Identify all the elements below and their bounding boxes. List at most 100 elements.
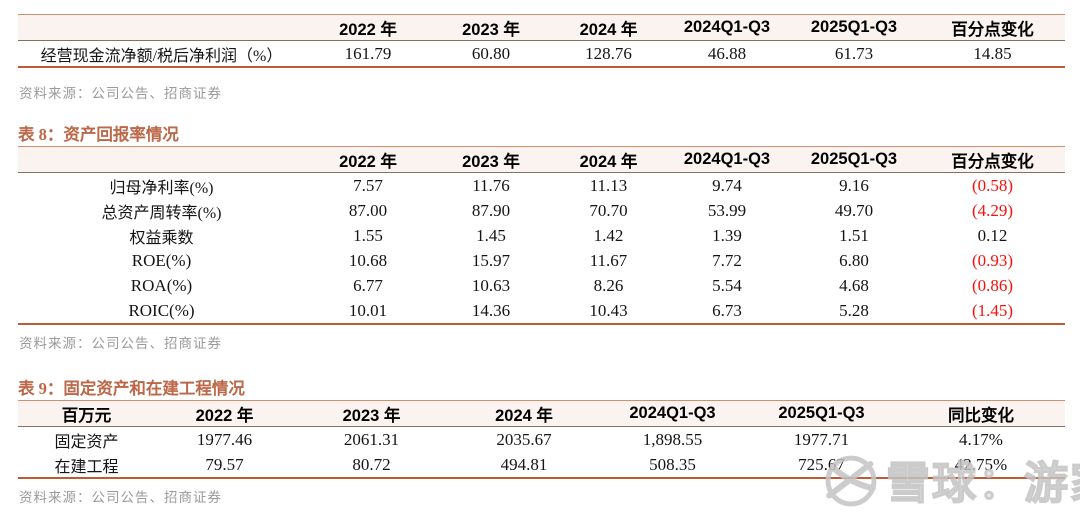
table-header-row: 2022 年 2023 年 2024 年 2024Q1-Q3 2025Q1-Q3…	[18, 146, 1065, 173]
cell: 6.80	[839, 250, 869, 270]
cell: 11.76	[472, 175, 510, 195]
column-header-yoy-change: 同比变化	[897, 400, 1065, 427]
row-label: 经营现金流净额/税后净利润（%）	[40, 47, 283, 65]
cell: 7.57	[353, 175, 383, 195]
cell: 80.72	[352, 454, 391, 474]
table-header-row: 百万元 2022 年 2023 年 2024 年 2024Q1-Q3 2025Q…	[18, 400, 1065, 427]
table9-title: 表 9：固定资产和在建工程情况	[18, 379, 245, 398]
cell: 494.81	[500, 454, 548, 474]
cell: 5.28	[839, 300, 869, 320]
cell: 2035.67	[496, 429, 552, 449]
watermark-text: 雪球：游家训	[885, 458, 1080, 509]
xueqiu-watermark: 雪球：游家训	[822, 452, 1080, 515]
cell: 1.39	[712, 225, 742, 245]
cell: 10.68	[348, 250, 388, 270]
cell: 49.70	[834, 200, 874, 220]
cell: 0.12	[977, 225, 1008, 245]
column-header-2024: 2024 年	[551, 146, 666, 173]
column-header-unit: 百万元	[18, 400, 155, 427]
cell-negative: (1.45)	[971, 300, 1014, 320]
table-row-construction-in-progress: 在建工程 79.57 80.72 494.81 508.35 725.67 42…	[18, 452, 1065, 478]
column-header-2023: 2023 年	[294, 400, 449, 427]
column-header-2024q1q3: 2024Q1-Q3	[599, 400, 746, 427]
table-row-fixed-assets: 固定资产 1977.46 2061.31 2035.67 1,898.55 19…	[18, 427, 1065, 453]
column-header-pp-change: 百分点变化	[920, 146, 1065, 173]
column-header-2024: 2024 年	[551, 14, 666, 41]
column-header	[18, 146, 305, 173]
cell: 10.43	[589, 300, 628, 320]
cell-negative: (0.86)	[971, 275, 1014, 295]
column-header-2023: 2023 年	[431, 146, 551, 173]
cell: 11.13	[589, 175, 628, 195]
column-header-2025q1q3: 2025Q1-Q3	[788, 146, 920, 173]
cell: 8.26	[593, 275, 624, 295]
table-row-roe: ROE(%) 10.68 15.97 11.67 7.72 6.80 (0.93…	[18, 248, 1065, 273]
cell: 46.88	[707, 43, 747, 63]
cell: 161.79	[344, 43, 392, 63]
cell: 42.75%	[954, 454, 1008, 474]
cell: 87.00	[348, 200, 388, 220]
row-label: ROA(%)	[130, 275, 193, 295]
cell: 1,898.55	[642, 429, 703, 449]
column-header-2022: 2022 年	[305, 14, 431, 41]
table-row-net-margin: 归母净利率(%) 7.57 11.76 11.13 9.74 9.16 (0.5…	[18, 173, 1065, 199]
table-row-asset-turnover: 总资产周转率(%) 87.00 87.90 70.70 53.99 49.70 …	[18, 198, 1065, 223]
row-label: 固定资产	[54, 433, 119, 451]
cell-negative: (0.93)	[971, 250, 1014, 270]
cell: 11.67	[589, 250, 628, 270]
cell: 9.16	[839, 175, 869, 195]
cell: 2061.31	[343, 429, 400, 449]
row-label: ROE(%)	[131, 250, 192, 270]
cell: 61.73	[834, 43, 874, 63]
row-label: 总资产周转率(%)	[101, 204, 222, 222]
cell-negative: (0.58)	[971, 175, 1014, 195]
cell: 4.17%	[959, 429, 1003, 449]
cell: 1.55	[353, 225, 383, 245]
cell: 60.80	[471, 43, 511, 63]
cell: 4.68	[839, 275, 869, 295]
cell: 6.73	[712, 300, 742, 320]
cell: 7.72	[712, 250, 742, 270]
table-header-row: 2022 年 2023 年 2024 年 2024Q1-Q3 2025Q1-Q3…	[18, 14, 1065, 41]
asset-return-table: 2022 年 2023 年 2024 年 2024Q1-Q3 2025Q1-Q3…	[18, 146, 1065, 325]
column-header-2025q1q3: 2025Q1-Q3	[746, 400, 897, 427]
cell-negative: (4.29)	[971, 200, 1014, 220]
cell: 508.35	[649, 454, 696, 474]
cell: 1977.46	[196, 429, 253, 449]
row-label: 归母净利率(%)	[109, 179, 214, 197]
cell: 14.85	[973, 43, 1012, 63]
column-header-2022: 2022 年	[155, 400, 294, 427]
table-row-equity-multiplier: 权益乘数 1.55 1.45 1.42 1.39 1.51 0.12	[18, 223, 1065, 248]
cell: 1977.71	[793, 429, 850, 449]
column-header	[18, 14, 305, 41]
cell: 87.90	[471, 200, 511, 220]
fixed-assets-table: 百万元 2022 年 2023 年 2024 年 2024Q1-Q3 2025Q…	[18, 400, 1065, 479]
table-row-roic: ROIC(%) 10.01 14.36 10.43 6.73 5.28 (1.4…	[18, 298, 1065, 324]
table-row-roa: ROA(%) 6.77 10.63 8.26 5.54 4.68 (0.86)	[18, 273, 1065, 298]
column-header-2025q1q3: 2025Q1-Q3	[788, 14, 920, 41]
cell: 10.01	[348, 300, 388, 320]
row-label: 权益乘数	[129, 229, 194, 247]
cell: 9.74	[712, 175, 742, 195]
table-row: 经营现金流净额/税后净利润（%） 161.79 60.80 128.76 46.…	[18, 41, 1065, 68]
cell: 14.36	[471, 300, 511, 320]
cell: 1.42	[593, 225, 624, 245]
cell: 79.57	[205, 454, 244, 474]
column-header-2024q1q3: 2024Q1-Q3	[666, 14, 788, 41]
cell: 5.54	[712, 275, 742, 295]
table8-title: 表 8：资产回报率情况	[18, 125, 179, 144]
source-note: 资料来源：公司公告、招商证券	[19, 86, 222, 101]
column-header-2024q1q3: 2024Q1-Q3	[666, 146, 788, 173]
cell: 70.70	[589, 200, 628, 220]
column-header-2022: 2022 年	[305, 146, 431, 173]
cell: 1.51	[839, 225, 869, 245]
cell: 15.97	[471, 250, 511, 270]
source-note: 资料来源：公司公告、招商证券	[19, 336, 222, 351]
row-label: 在建工程	[54, 458, 119, 476]
xueqiu-snowball-logo-icon	[822, 452, 880, 515]
cell: 53.99	[707, 200, 747, 220]
column-header-2023: 2023 年	[431, 14, 551, 41]
cell: 128.76	[585, 43, 632, 63]
column-header-pp-change: 百分点变化	[920, 14, 1065, 41]
source-note: 资料来源：公司公告、招商证券	[19, 490, 222, 505]
